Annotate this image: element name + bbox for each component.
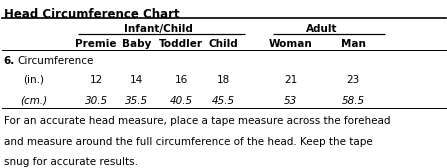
Text: 40.5: 40.5	[169, 96, 193, 106]
Text: 6.: 6.	[4, 56, 15, 66]
Text: Toddler: Toddler	[159, 39, 203, 49]
Text: Premie: Premie	[76, 39, 117, 49]
Text: (in.): (in.)	[23, 75, 44, 85]
Text: Adult: Adult	[306, 24, 337, 34]
Text: 35.5: 35.5	[125, 96, 148, 106]
Text: 12: 12	[89, 75, 103, 85]
Text: 53: 53	[284, 96, 297, 106]
Text: 30.5: 30.5	[84, 96, 108, 106]
Text: and measure around the full circumference of the head. Keep the tape: and measure around the full circumferenc…	[4, 137, 372, 147]
Text: snug for accurate results.: snug for accurate results.	[4, 157, 138, 167]
Text: Circumference: Circumference	[17, 56, 93, 66]
Text: Woman: Woman	[269, 39, 312, 49]
Text: 16: 16	[174, 75, 188, 85]
Text: Baby: Baby	[122, 39, 151, 49]
Text: 45.5: 45.5	[212, 96, 235, 106]
Text: 58.5: 58.5	[342, 96, 365, 106]
Text: 14: 14	[130, 75, 143, 85]
Text: For an accurate head measure, place a tape measure across the forehead: For an accurate head measure, place a ta…	[4, 116, 390, 126]
Text: Head Circumference Chart: Head Circumference Chart	[4, 8, 179, 20]
Text: 21: 21	[284, 75, 297, 85]
Text: Man: Man	[341, 39, 366, 49]
Text: Infant/Child: Infant/Child	[124, 24, 193, 34]
Text: (cm.): (cm.)	[20, 96, 47, 106]
Text: 18: 18	[217, 75, 230, 85]
Text: 23: 23	[346, 75, 360, 85]
Text: Child: Child	[209, 39, 238, 49]
